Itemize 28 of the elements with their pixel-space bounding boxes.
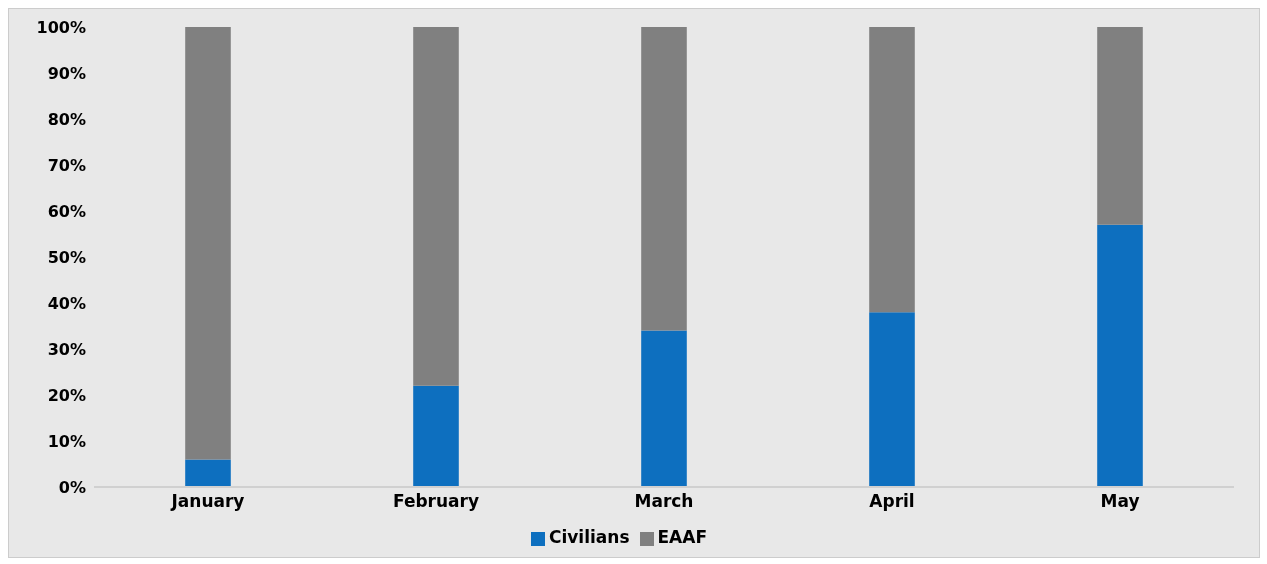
y-tick-label: 80% xyxy=(47,109,86,129)
y-tick-label: 0% xyxy=(58,477,86,497)
legend-label: Civilians xyxy=(548,527,630,547)
bar xyxy=(641,330,687,487)
y-tick-label: 40% xyxy=(47,293,86,313)
y-tick-label: 100% xyxy=(36,17,86,37)
y-tick-label: 90% xyxy=(47,63,86,83)
bar xyxy=(641,27,687,331)
y-tick-label: 50% xyxy=(47,247,86,267)
y-tick-label: 30% xyxy=(47,339,86,359)
bar xyxy=(1097,224,1143,487)
y-tick-label: 60% xyxy=(47,201,86,221)
bar xyxy=(185,27,231,460)
legend-label: EAAF xyxy=(657,527,708,547)
x-tick-label: January xyxy=(170,491,245,512)
bar xyxy=(869,312,915,487)
y-tick-label: 20% xyxy=(47,385,86,405)
y-tick-label: 10% xyxy=(47,431,86,451)
x-tick-label: April xyxy=(869,491,915,512)
bar xyxy=(413,385,459,487)
x-tick-label: March xyxy=(634,491,694,512)
x-tick-label: February xyxy=(392,491,480,512)
y-tick-label: 70% xyxy=(47,155,86,175)
bar xyxy=(1097,27,1143,225)
x-tick-label: May xyxy=(1100,491,1140,512)
bar xyxy=(413,27,459,386)
bar xyxy=(869,27,915,313)
bar xyxy=(185,459,231,487)
